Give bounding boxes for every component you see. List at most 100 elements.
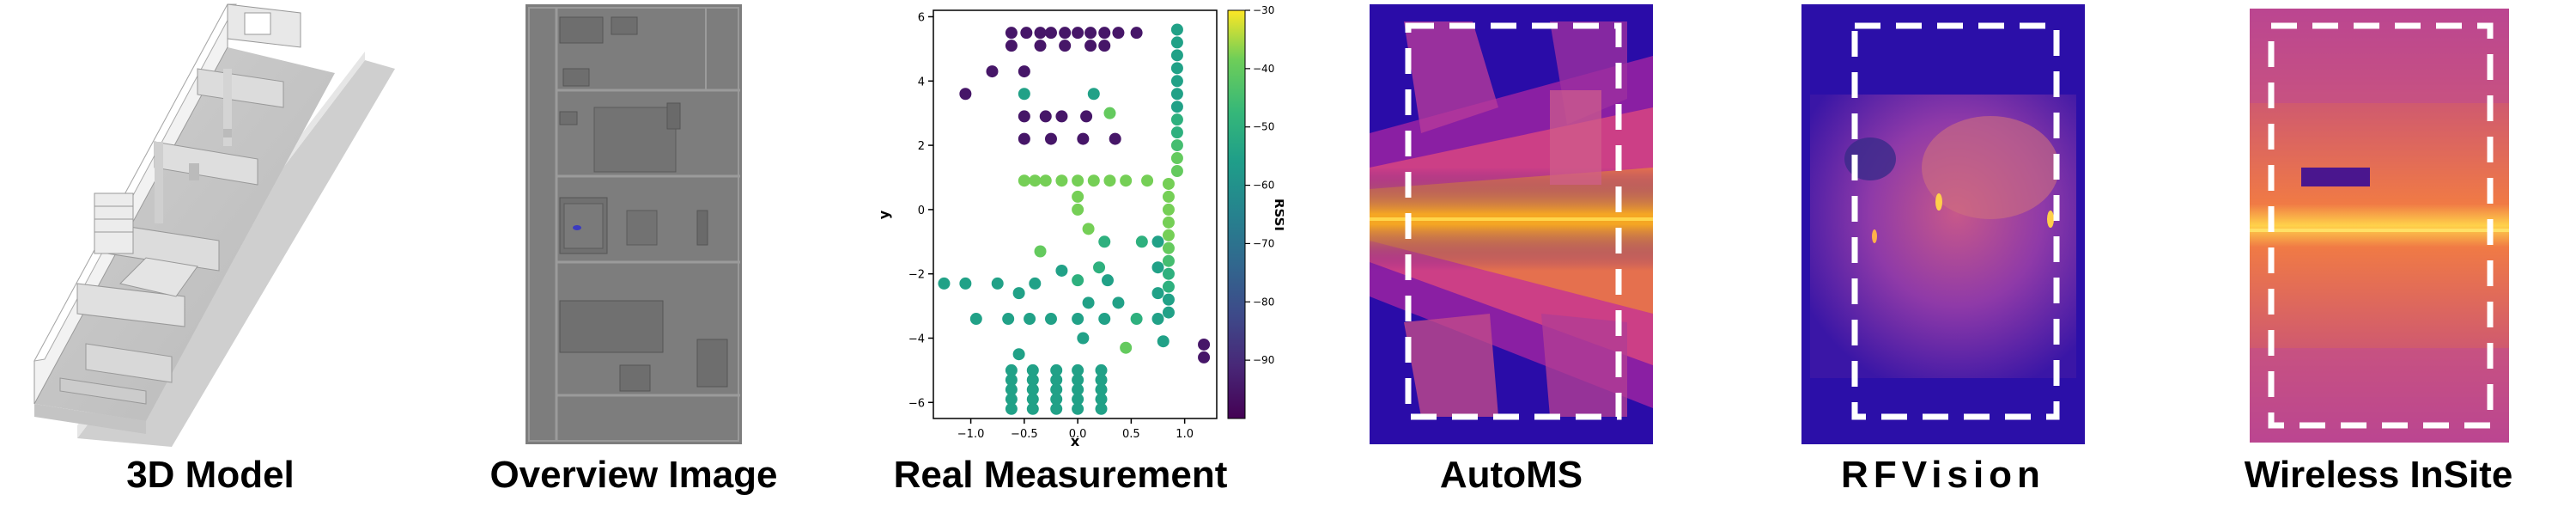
wireless-insite-heatmap-image [2250,9,2509,443]
scatter-point [1059,27,1072,40]
scatter-point [1026,402,1039,415]
scatter-point [991,277,1004,290]
scatter-point [1072,190,1084,203]
colorbar-tick-label: −30 [1253,4,1274,16]
scatter-point [1103,107,1116,119]
scatter-point [1029,174,1042,187]
scatter-point [1026,393,1039,406]
scatter-point [1072,393,1084,406]
scatter-point [1170,101,1183,113]
scatter-point [1005,402,1018,415]
caption-overview-image: Overview Image [489,454,778,496]
colorbar [1227,9,1246,419]
scatter-point [1170,36,1183,49]
scatter-point [1039,110,1052,123]
scatter-point [1044,27,1057,40]
scatter-point [1026,383,1039,396]
x-tick-label: 1.0 [1176,428,1194,441]
scatter-point [1101,274,1114,287]
scatter-point [1002,313,1015,326]
y-tick-label: −6 [908,397,925,410]
y-tick-label: 0 [918,205,925,217]
y-tick-label: 6 [918,11,925,24]
scatter-point [1095,363,1108,376]
scatter-point [1120,174,1133,187]
scatter-point [1050,374,1063,387]
x-tick-label: 0.5 [1122,428,1140,441]
scatter-point [1059,40,1072,52]
scatter-point [1026,374,1039,387]
scatter-point [1050,363,1063,376]
scatter-point [1055,174,1068,187]
scatter-point [1072,383,1084,396]
scatter-point [1095,402,1108,415]
scatter-point [1072,27,1084,40]
scatter-point [1141,174,1154,187]
panel-rfvision [1801,4,2085,444]
colorbar-tick-label: −80 [1253,296,1274,308]
scatter-point [1072,402,1084,415]
scatter-point [1162,254,1175,267]
scatter-point [1034,27,1047,40]
scatter-point [1170,23,1183,36]
scatter-point [959,277,972,290]
scatter-point [1103,174,1116,187]
scatter-point [1050,383,1063,396]
caption-wireless-insite: Wireless InSite [2244,454,2513,496]
scatter-point [1095,374,1108,387]
panel-real-measurement: −1.0 −0.5 0.0 0.5 1.0 −6 −4 −2 0 2 4 6 x y −30 −40 −… [872,0,1284,451]
scatter-point [986,65,999,78]
scatter-point [1162,280,1175,293]
x-tick-label: 0.0 [1069,428,1087,441]
colorbar-tick-label: −50 [1253,121,1274,133]
x-tick-label: −0.5 [1011,428,1038,441]
automs-heatmap-image [1370,4,1653,444]
scatter-point [1170,152,1183,165]
scatter-point [1087,88,1100,101]
colorbar-label: RSSI [1272,199,1284,231]
scatter-point [1198,351,1211,363]
scatter-point [1039,174,1052,187]
scatter-point [1157,335,1170,348]
scatter-point [1005,363,1018,376]
scatter-point [1034,40,1047,52]
scatter-point [1170,75,1183,88]
panel-wireless-insite [2250,9,2509,443]
scatter-point [1005,374,1018,387]
x-axis-label: x [1071,433,1080,449]
panel-automs [1370,4,1653,444]
scatter-point [1098,313,1111,326]
scatter-point [1050,393,1063,406]
scatter-point [1029,277,1042,290]
scatter-point [1095,393,1108,406]
scatter-point [1020,27,1033,40]
scatter-point [1018,88,1030,101]
scatter-point [1162,177,1175,190]
scatter-point [1026,363,1039,376]
colorbar-tick-label: −60 [1253,180,1274,192]
rssi-scatter-chart: −1.0 −0.5 0.0 0.5 1.0 −6 −4 −2 0 2 4 6 x y −30 −40 −… [876,4,1284,449]
scatter-point [1080,110,1093,123]
scatter-point [1170,139,1183,152]
caption-3d-model: 3D Model [126,454,295,496]
scatter-point [1151,313,1164,326]
scatter-point [1072,274,1084,287]
scatter-point [1087,174,1100,187]
panel-overview-image [526,4,742,444]
scatter-point [1072,313,1084,326]
scatter-point [938,277,951,290]
scatter-point [1098,40,1111,52]
scatter-point [969,313,982,326]
scatter-point [1012,348,1025,361]
scatter-point [1082,223,1095,235]
scatter-point [1005,40,1018,52]
scatter-point [1072,374,1084,387]
overview-floorplan-image [526,4,742,444]
scatter-point [1012,287,1025,300]
scatter-point [959,88,972,101]
scatter-point [1077,132,1090,145]
scatter-point [1018,174,1030,187]
y-tick-label: 4 [918,76,925,89]
scatter-point [1198,338,1211,351]
scatter-point [1084,27,1097,40]
